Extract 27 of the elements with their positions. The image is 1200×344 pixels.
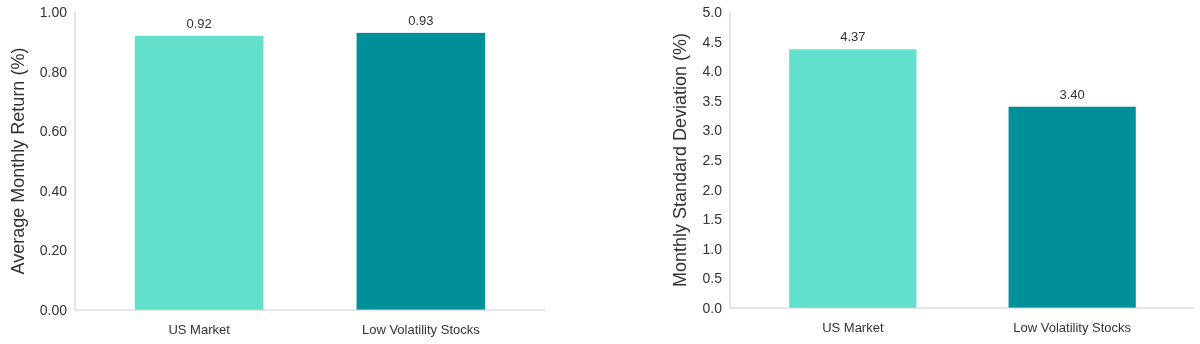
data-label: 4.37 — [840, 29, 866, 45]
y-axis-title: Monthly Standard Deviation (%) — [670, 32, 690, 288]
y-tick-label: 0.20 — [39, 242, 68, 259]
y-tick-label: 0.5 — [702, 270, 723, 287]
y-tick-label: 0.40 — [39, 182, 68, 199]
y-tick-label: 3.5 — [702, 92, 723, 109]
x-tick-label: US Market — [822, 320, 884, 335]
y-tick-label: 2.0 — [702, 181, 723, 198]
y-tick-label: 0.00 — [39, 301, 68, 318]
x-tick-label: Low Volatility Stocks — [1013, 320, 1132, 335]
y-tick-label: 4.5 — [702, 33, 723, 50]
y-tick-label: 1.5 — [702, 211, 723, 228]
data-label: 3.40 — [1059, 86, 1085, 102]
data-label: 0.93 — [408, 12, 434, 28]
y-tick-label: 3.0 — [702, 122, 723, 139]
y-tick-label: 0.60 — [39, 123, 68, 140]
y-tick-label: 5.0 — [702, 3, 723, 20]
y-tick-label: 2.5 — [702, 151, 723, 168]
y-tick-label: 1.0 — [702, 240, 723, 257]
y-tick-label: 4.0 — [702, 63, 723, 80]
y-tick-label: 0.80 — [39, 63, 68, 80]
x-tick-label: Low Volatility Stocks — [361, 322, 481, 337]
y-tick-label: 1.00 — [39, 3, 68, 20]
x-tick-label: US Market — [168, 322, 231, 337]
y-tick-label: 0.0 — [702, 299, 723, 316]
y-axis-title: Average Monthly Return (%) — [8, 47, 28, 275]
data-label: 0.92 — [186, 15, 212, 31]
